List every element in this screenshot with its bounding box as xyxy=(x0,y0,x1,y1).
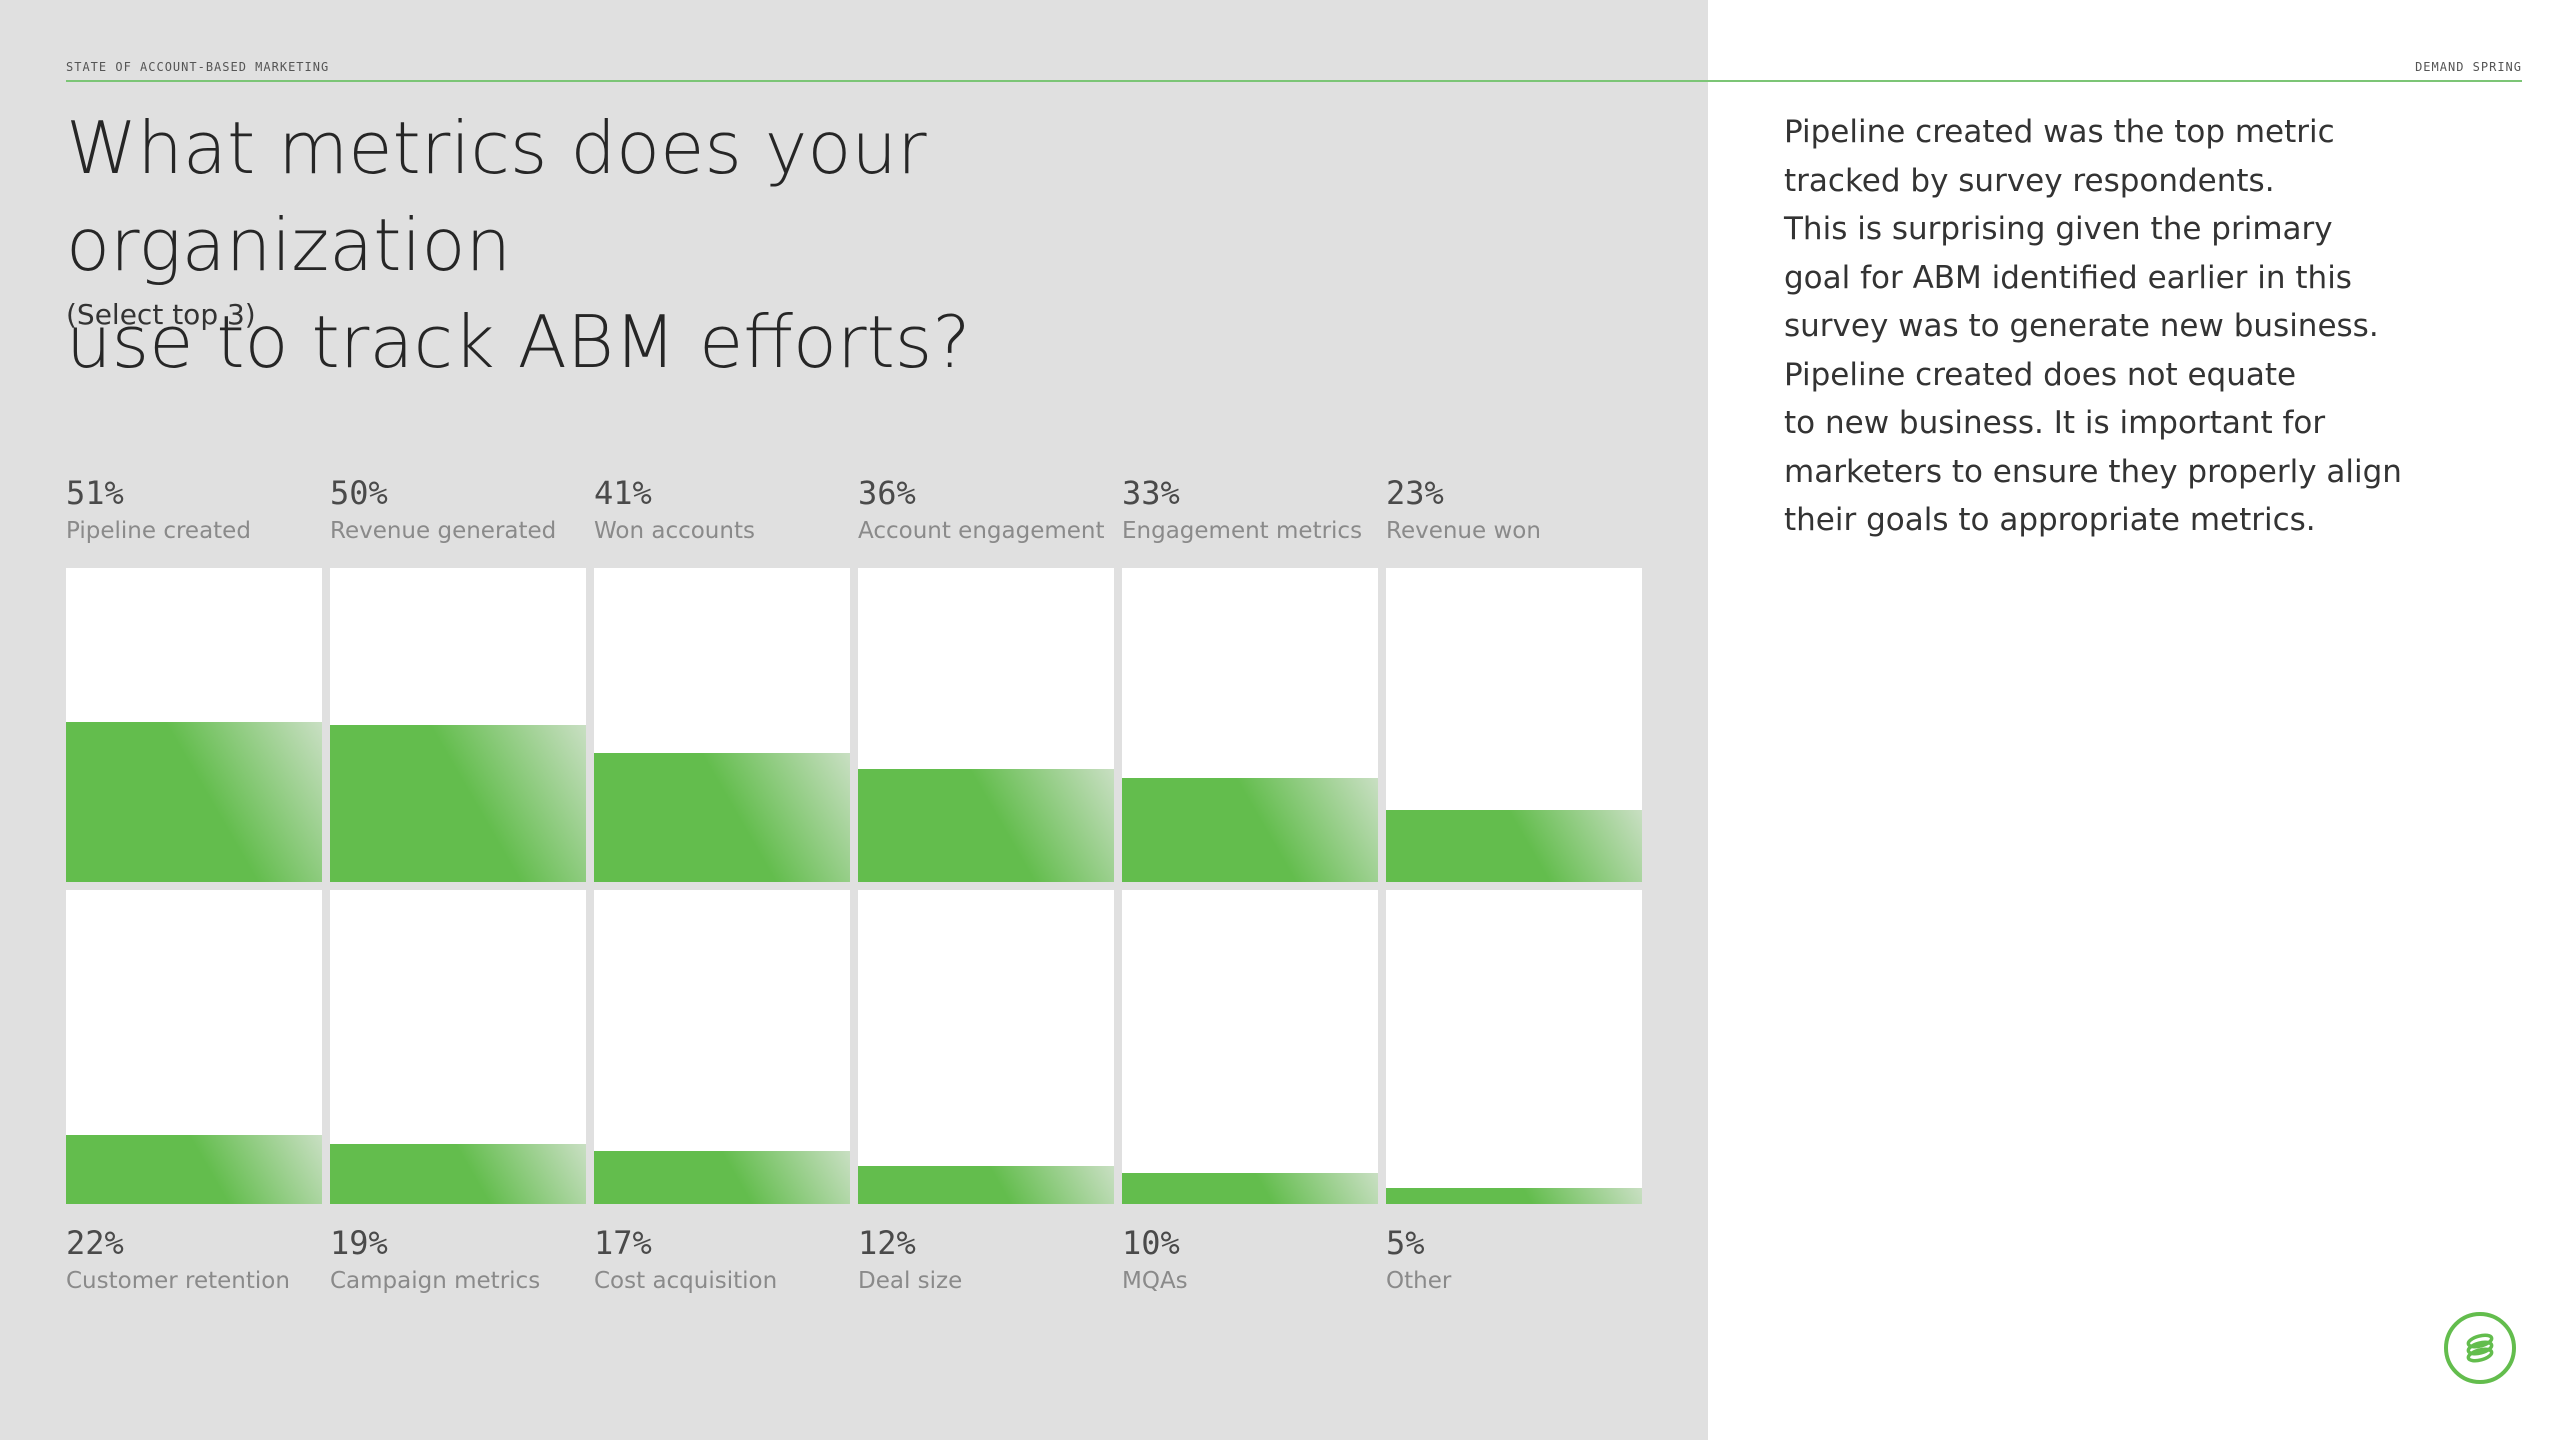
bar-cell xyxy=(594,890,850,1204)
commentary-line: tracked by survey respondents. xyxy=(1784,162,2275,199)
commentary-line: their goals to appropriate metrics. xyxy=(1784,502,2316,538)
bar-value-label: 12% xyxy=(858,1224,916,1262)
bar-category-label: Revenue generated xyxy=(330,518,557,544)
bar-cell xyxy=(1386,890,1642,1204)
bar-cell xyxy=(1122,568,1378,882)
bar-fill xyxy=(594,1150,850,1204)
bar-fill xyxy=(1386,1188,1642,1204)
bar-category-label: MQAs xyxy=(1122,1268,1188,1294)
metrics-chart: 51% Pipeline created 50% Revenue generated 4… xyxy=(66,474,1642,1294)
commentary-line: to new business. It is important for xyxy=(1784,405,2326,441)
commentary-line: Pipeline created was the top metric xyxy=(1784,114,2335,150)
bar-value-label: 19% xyxy=(330,1224,388,1262)
header-rule xyxy=(66,80,2522,82)
bar-value-label: 41% xyxy=(594,474,652,512)
bar-value-label: 51% xyxy=(66,474,124,512)
bar-category-label: Cost acquisition xyxy=(594,1268,778,1294)
commentary-line: goal for ABM identified earlier in this xyxy=(1784,259,2352,296)
commentary-line: Pipeline created does not equate xyxy=(1784,356,2297,393)
bar-fill xyxy=(858,768,1114,882)
bar-category-label: Won accounts xyxy=(594,518,755,544)
bar-cell xyxy=(1122,890,1378,1204)
bar-category-label: Engagement metrics xyxy=(1122,518,1363,544)
bar-category-label: Revenue won xyxy=(1386,518,1541,544)
bar-cell xyxy=(66,890,322,1204)
bar-fill xyxy=(66,1134,322,1204)
title-line-2: use to track ABM efforts? xyxy=(66,300,971,384)
bar-cell xyxy=(858,568,1114,882)
bar-value-label: 17% xyxy=(594,1224,652,1262)
bar-category-label: Campaign metrics xyxy=(330,1268,541,1294)
bar-value-label: 33% xyxy=(1122,474,1180,512)
page-subtitle: (Select top 3) xyxy=(66,298,256,331)
bar-category-label: Account engagement xyxy=(858,518,1105,544)
report-name: STATE OF ACCOUNT-BASED MARKETING xyxy=(66,60,330,74)
page-title: What metrics does your organization use … xyxy=(66,100,1366,391)
brand-name: DEMAND SPRING xyxy=(2415,60,2522,74)
bar-value-label: 50% xyxy=(330,474,388,512)
commentary-line: survey was to generate new business. xyxy=(1784,308,2379,344)
bar-fill xyxy=(1386,809,1642,882)
bar-cell xyxy=(594,568,850,882)
commentary-line: marketers to ensure they properly align xyxy=(1784,453,2402,490)
bar-category-label: Other xyxy=(1386,1268,1452,1294)
bar-fill xyxy=(66,721,322,882)
bar-fill xyxy=(330,1144,586,1204)
bar-cell xyxy=(330,568,586,882)
bar-fill xyxy=(594,753,850,882)
bar-value-label: 5% xyxy=(1386,1224,1425,1262)
bar-value-label: 10% xyxy=(1122,1224,1180,1262)
demand-spring-logo-icon xyxy=(2444,1312,2516,1384)
bar-value-label: 22% xyxy=(66,1224,124,1262)
bar-cell xyxy=(330,890,586,1204)
bar-cell xyxy=(858,890,1114,1204)
bar-category-label: Deal size xyxy=(858,1268,963,1294)
commentary-text: Pipeline created was the top metric track… xyxy=(1784,108,2404,545)
bar-value-label: 23% xyxy=(1386,474,1444,512)
bar-category-label: Customer retention xyxy=(66,1268,290,1294)
bar-cell xyxy=(66,568,322,882)
bar-category-label: Pipeline created xyxy=(66,518,251,544)
bar-cell xyxy=(1386,568,1642,882)
commentary-line: This is surprising given the primary xyxy=(1784,211,2333,247)
bar-value-label: 36% xyxy=(858,474,916,512)
bar-fill xyxy=(858,1166,1114,1204)
logo-mark-icon xyxy=(2466,1333,2494,1363)
bar-fill xyxy=(330,725,586,882)
title-line-1: What metrics does your organization xyxy=(66,106,927,287)
bar-fill xyxy=(1122,778,1378,882)
bar-fill xyxy=(1122,1172,1378,1204)
